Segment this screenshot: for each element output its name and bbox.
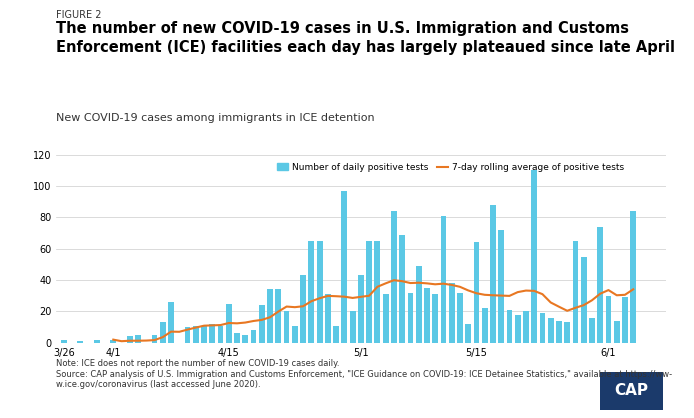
Bar [242, 335, 248, 343]
Text: Note: ICE does not report the number of new COVID-19 cases daily.
Source: CAP an: Note: ICE does not report the number of … [56, 359, 672, 389]
Bar [613, 321, 620, 343]
Bar [490, 205, 496, 343]
Bar [383, 294, 389, 343]
Bar [160, 322, 166, 343]
Bar [457, 293, 463, 343]
Bar [267, 290, 273, 343]
Bar [218, 326, 223, 343]
Bar [259, 305, 264, 343]
Bar [94, 339, 100, 343]
Text: New COVID-19 cases among immigrants in ICE detention: New COVID-19 cases among immigrants in I… [56, 113, 374, 123]
Bar [210, 324, 215, 343]
Bar [556, 321, 562, 343]
Bar [391, 211, 397, 343]
Bar [78, 341, 83, 343]
Bar [201, 326, 207, 343]
Bar [515, 315, 520, 343]
Bar [251, 330, 257, 343]
Bar [325, 294, 331, 343]
Bar [573, 241, 578, 343]
Bar [375, 241, 380, 343]
Bar [432, 294, 438, 343]
Bar [292, 326, 298, 343]
Bar [465, 324, 471, 343]
Bar [523, 311, 529, 343]
Bar [185, 327, 190, 343]
Bar [399, 234, 405, 343]
Bar [473, 242, 480, 343]
Text: CAP: CAP [615, 383, 648, 398]
Bar [424, 288, 430, 343]
Bar [308, 241, 314, 343]
Bar [598, 227, 603, 343]
Bar [630, 211, 636, 343]
Bar [507, 310, 512, 343]
Bar [333, 326, 339, 343]
Bar [226, 303, 232, 343]
Bar [301, 275, 306, 343]
Text: FIGURE 2: FIGURE 2 [56, 10, 101, 20]
Bar [622, 297, 628, 343]
Bar [416, 266, 421, 343]
Bar [193, 326, 198, 343]
Bar [276, 290, 281, 343]
Bar [407, 293, 414, 343]
Bar [350, 311, 355, 343]
Bar [168, 302, 174, 343]
Text: The number of new COVID-19 cases in U.S. Immigration and Customs
Enforcement (IC: The number of new COVID-19 cases in U.S.… [56, 21, 675, 54]
Bar [564, 322, 570, 343]
Bar [135, 335, 141, 343]
Bar [589, 318, 595, 343]
Bar [539, 313, 545, 343]
Bar [110, 339, 116, 343]
Bar [152, 335, 158, 343]
Bar [532, 171, 537, 343]
Bar [61, 339, 67, 343]
Bar [127, 336, 133, 343]
Bar [548, 318, 554, 343]
Bar [366, 241, 372, 343]
Bar [581, 257, 586, 343]
Bar [498, 230, 504, 343]
Bar [441, 216, 446, 343]
Legend: Number of daily positive tests, 7-day rolling average of positive tests: Number of daily positive tests, 7-day ro… [274, 159, 627, 176]
Bar [449, 283, 455, 343]
Bar [358, 275, 364, 343]
Bar [482, 308, 488, 343]
Bar [234, 334, 240, 343]
Bar [284, 311, 289, 343]
Bar [341, 191, 347, 343]
Bar [606, 296, 611, 343]
Bar [316, 241, 323, 343]
